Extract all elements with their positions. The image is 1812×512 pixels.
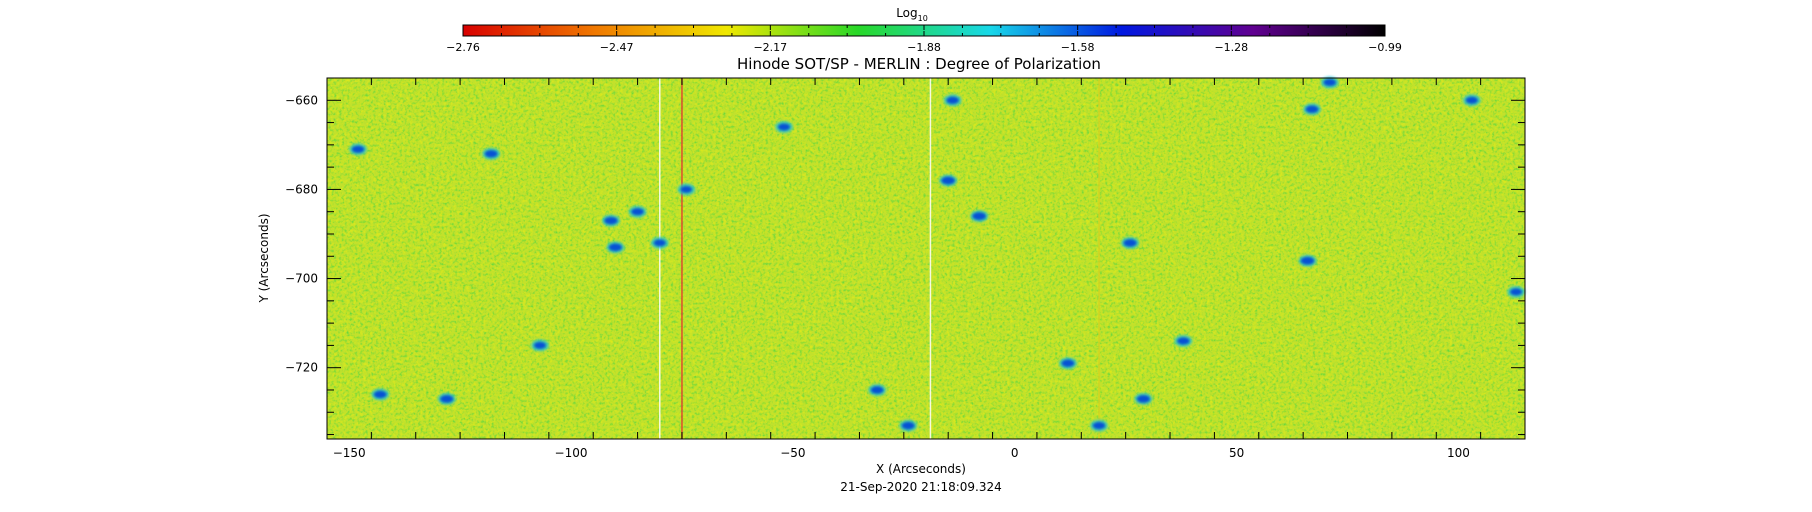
magnetic-concentration bbox=[1090, 419, 1109, 432]
x-axis-label: X (Arcseconds) bbox=[876, 462, 966, 476]
magnetic-concentration bbox=[868, 383, 887, 396]
y-tick-label: −680 bbox=[285, 182, 318, 196]
y-axis-label: Y (Arcseconds) bbox=[257, 213, 271, 303]
concentration-core bbox=[653, 239, 666, 247]
magnetic-concentration bbox=[1058, 357, 1077, 370]
magnetic-concentration bbox=[437, 392, 456, 405]
concentration-core bbox=[941, 176, 955, 185]
concentration-core bbox=[1123, 239, 1137, 247]
magnetic-concentration bbox=[1320, 76, 1339, 89]
magnetic-concentration bbox=[601, 214, 620, 227]
magnetic-concentration bbox=[1462, 94, 1481, 107]
magnetic-concentration bbox=[899, 419, 918, 432]
x-tick-label: −100 bbox=[555, 446, 588, 460]
concentration-core bbox=[631, 208, 644, 216]
y-tick-label: −660 bbox=[285, 93, 318, 107]
magnetic-concentration bbox=[939, 174, 958, 187]
magnetic-concentration bbox=[650, 236, 669, 249]
magnetic-concentration bbox=[371, 388, 390, 401]
magnetic-concentration bbox=[1174, 334, 1193, 347]
concentration-core bbox=[778, 123, 791, 131]
concentration-core bbox=[1092, 422, 1106, 430]
x-tick-label: −150 bbox=[333, 446, 366, 460]
concentration-core bbox=[901, 421, 915, 430]
magnetic-concentration bbox=[1303, 103, 1322, 116]
chart-title: Hinode SOT/SP - MERLIN : Degree of Polar… bbox=[737, 55, 1101, 73]
x-tick-label: −50 bbox=[780, 446, 805, 460]
concentration-core bbox=[1323, 78, 1336, 87]
colorbar-tick-label: −0.99 bbox=[1368, 41, 1402, 54]
magnetic-concentration bbox=[943, 94, 962, 107]
magnetic-concentration bbox=[1134, 392, 1153, 405]
concentration-core bbox=[1465, 96, 1478, 104]
concentration-core bbox=[373, 390, 387, 399]
magnetic-concentration bbox=[775, 121, 794, 134]
x-tick-label: 0 bbox=[1011, 446, 1019, 460]
colorbar-tick-label: −1.58 bbox=[1061, 41, 1095, 54]
concentration-core bbox=[1177, 337, 1190, 345]
y-tick-label: −720 bbox=[285, 361, 318, 375]
colorbar-label-subscript: 10 bbox=[918, 14, 928, 23]
colorbar-ticks: −2.76 −2.47 −2.17 −1.88 −1.58 −1.28 −0.99 bbox=[446, 25, 1402, 54]
plot-area bbox=[326, 76, 1526, 440]
colorbar-label-base: Log bbox=[896, 6, 917, 20]
concentration-core bbox=[870, 386, 884, 394]
x-tick-label: 50 bbox=[1229, 446, 1244, 460]
magnetic-concentration bbox=[628, 205, 647, 218]
concentration-core bbox=[604, 216, 618, 225]
magnetic-concentration bbox=[606, 241, 625, 254]
concentration-core bbox=[680, 186, 693, 193]
colorbar-tick-label: −1.88 bbox=[907, 41, 941, 54]
magnetic-concentration bbox=[677, 183, 696, 196]
concentration-core bbox=[1300, 256, 1315, 265]
magnetic-concentration bbox=[482, 147, 501, 160]
x-tick-label: 100 bbox=[1447, 446, 1470, 460]
concentration-core bbox=[484, 150, 498, 158]
plot-frame bbox=[326, 77, 1526, 440]
concentration-core bbox=[440, 395, 454, 403]
magnetic-concentration bbox=[530, 339, 549, 352]
magnetic-concentration bbox=[970, 210, 989, 223]
concentration-core bbox=[946, 96, 959, 104]
colorbar-tick-label: −2.17 bbox=[753, 41, 787, 54]
concentration-core bbox=[1510, 288, 1523, 296]
magnetic-concentration bbox=[349, 143, 368, 156]
polarization-map-yellow-speckle bbox=[327, 78, 1525, 439]
concentration-core bbox=[1305, 105, 1319, 113]
concentration-core bbox=[533, 341, 546, 349]
concentration-core bbox=[608, 243, 623, 252]
colorbar-tick-label: −2.76 bbox=[446, 41, 480, 54]
bad-columns bbox=[659, 78, 1100, 439]
colorbar-label: Log10 bbox=[896, 6, 928, 23]
colorbar-tick-label: −2.47 bbox=[600, 41, 634, 54]
x-axis: −150 −100 −50 0 50 100 bbox=[326, 78, 1526, 460]
concentration-core bbox=[1061, 359, 1075, 367]
magnetic-concentration bbox=[1507, 285, 1526, 298]
magnetic-concentration bbox=[1121, 236, 1140, 249]
colorbar-tick-label: −1.28 bbox=[1214, 41, 1248, 54]
y-axis: −660 −680 −700 −720 bbox=[285, 77, 1525, 436]
concentration-core bbox=[1136, 395, 1151, 403]
concentration-core bbox=[972, 212, 987, 221]
magnetic-concentrations bbox=[349, 76, 1526, 432]
concentration-core bbox=[351, 145, 365, 153]
y-tick-label: −700 bbox=[285, 272, 318, 286]
magnetic-concentration bbox=[1298, 254, 1317, 267]
timestamp: 21-Sep-2020 21:18:09.324 bbox=[840, 480, 1002, 494]
